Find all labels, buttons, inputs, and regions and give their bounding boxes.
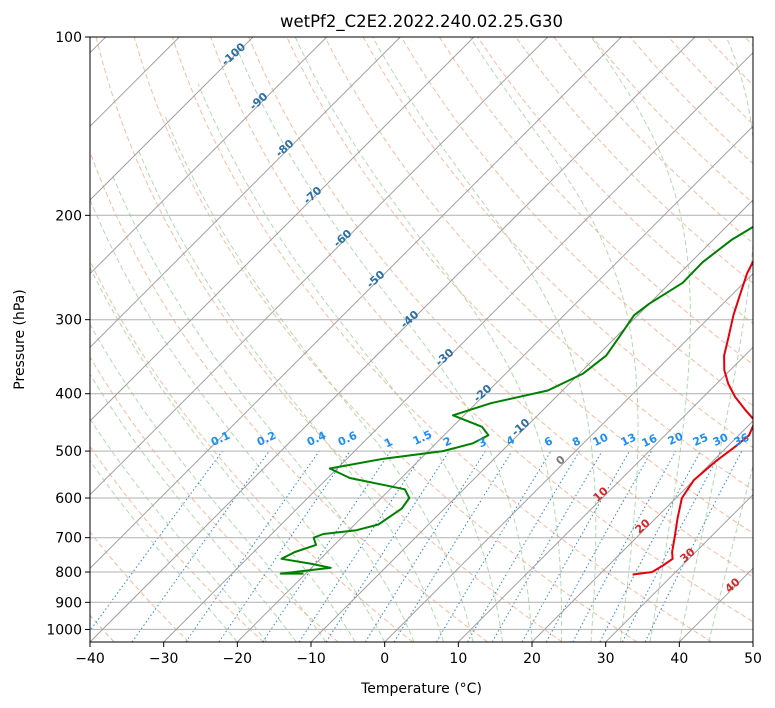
dry-adiabat-line: [90, 531, 190, 642]
x-tick-label: 40: [670, 651, 688, 667]
dry-adiabat-line: [171, 37, 712, 642]
plot-frame: [89, 36, 754, 643]
moist-adiabat-line: [111, 173, 415, 642]
mixing-ratio-line: [572, 450, 677, 642]
moist-adiabat-line: [372, 37, 597, 642]
y-tick-label: 500: [55, 444, 82, 460]
chart-title: wetPf2_C2E2.2022.240.02.25.G30: [280, 12, 563, 32]
x-tick-label: 0: [380, 651, 389, 667]
isotherm-line: [457, 346, 753, 642]
mixing-ratio-line: [298, 450, 425, 642]
moist-adiabat-line: [708, 464, 753, 642]
mixing-ratio-line: [185, 450, 320, 642]
mixing-ratio-line: [393, 450, 513, 642]
temperature-profile-line: [632, 259, 753, 576]
x-tick-label: −10: [296, 651, 326, 667]
mixing-ratio-label: 25: [691, 431, 710, 449]
y-tick-label: 900: [55, 595, 82, 611]
dewpoint-profile-line: [279, 225, 753, 575]
y-tick-label: 300: [55, 313, 82, 329]
isotherm-line: [163, 51, 753, 642]
skewed-isotherms: [90, 37, 753, 642]
moist-adiabat-line: [237, 49, 533, 642]
x-tick-label: 30: [597, 651, 615, 667]
dry-adiabat-line: [438, 37, 753, 366]
mixing-ratio-line: [90, 450, 223, 632]
isotherm-line: [90, 37, 549, 496]
isotherm-line: [90, 37, 328, 275]
mixing-ratio-label: 13: [619, 431, 638, 449]
mixing-ratio-line: [325, 450, 450, 642]
isotherm-line: [605, 493, 753, 642]
mixing-ratio-label: 20: [666, 430, 686, 448]
dry-adiabat-line: [133, 37, 638, 642]
x-axis-ticks: −40 −30 −20 −10 0 10 20 30 40 50: [75, 642, 762, 667]
mixing-ratio-line: [545, 450, 653, 642]
y-axis-label: Pressure (hPa): [12, 289, 28, 389]
mixing-ratio-line: [131, 450, 270, 642]
moist-adiabat-line: [197, 83, 503, 642]
moist-adiabat-line: [90, 266, 356, 642]
x-axis-label: Temperature (°C): [360, 681, 482, 697]
x-tick-label: −40: [75, 651, 105, 667]
dry-adiabat-line: [210, 37, 753, 623]
y-axis-ticks: 100 200 300 400 500 600 700 800 900 1000: [46, 30, 90, 638]
moist-adiabats: [90, 37, 753, 642]
y-tick-label: 700: [55, 531, 82, 547]
moist-adiabat-line: [294, 37, 563, 642]
dry-adiabat-line: [95, 37, 563, 642]
dry-adiabat-line: [90, 150, 488, 642]
dry-adiabat-line: [90, 445, 264, 642]
y-tick-label: 600: [55, 491, 82, 507]
y-tick-label: 200: [55, 208, 82, 224]
x-tick-label: 20: [523, 651, 541, 667]
dry-adiabat-line: [515, 37, 753, 284]
isotherm-line: [90, 37, 475, 422]
mixing-ratio-label: 16: [640, 432, 660, 450]
moist-adiabat-line: [678, 37, 753, 642]
pressure-gridlines: [90, 37, 753, 630]
mixing-ratio-label: 30: [711, 431, 731, 449]
mixing-ratio-line: [218, 450, 351, 642]
y-tick-label: 400: [55, 387, 82, 403]
x-tick-label: −20: [223, 651, 253, 667]
moist-adiabat-line: [90, 323, 327, 642]
moist-adiabat-line: [90, 418, 268, 642]
y-tick-label: 1000: [46, 622, 82, 638]
dry-adiabat-line: [248, 37, 753, 578]
mixing-ratio-line: [262, 450, 392, 642]
moist-adiabat-line: [90, 198, 386, 642]
dry-adiabat-line: [90, 356, 339, 642]
y-tick-label: 100: [55, 30, 82, 46]
isotherm-line: [90, 37, 401, 349]
mixing-ratio-label: 36: [732, 431, 752, 449]
mixing-ratio-label: 10: [591, 431, 611, 449]
moist-adiabat-line: [163, 114, 474, 642]
moist-adiabat-line: [90, 373, 297, 642]
x-tick-label: −30: [149, 651, 179, 667]
isotherm-line: [236, 125, 753, 642]
mixing-ratio-line: [644, 450, 743, 642]
isotherm-line: [384, 272, 753, 642]
dry-adiabat-line: [400, 37, 753, 407]
moist-adiabat-line: [590, 37, 691, 642]
moist-adiabat-line: [469, 37, 639, 642]
isotherm-line: [310, 199, 753, 642]
dry-adiabats: [90, 37, 753, 642]
plot-area: -100-90-80-70-60-50-40-30-20-10010203040…: [90, 37, 753, 642]
sounding-series: [279, 225, 753, 576]
mixing-ratio-lines: [90, 450, 743, 642]
x-tick-label: 50: [744, 651, 762, 667]
isotherm-line: [531, 420, 753, 642]
x-tick-label: 10: [449, 651, 467, 667]
mixing-ratio-line: [521, 450, 630, 642]
isotherm-line: [90, 37, 622, 570]
y-tick-label: 800: [55, 565, 82, 581]
dry-adiabat-line: [324, 37, 753, 491]
isotherm-line: [90, 37, 254, 201]
isotherm-line: [90, 37, 696, 642]
